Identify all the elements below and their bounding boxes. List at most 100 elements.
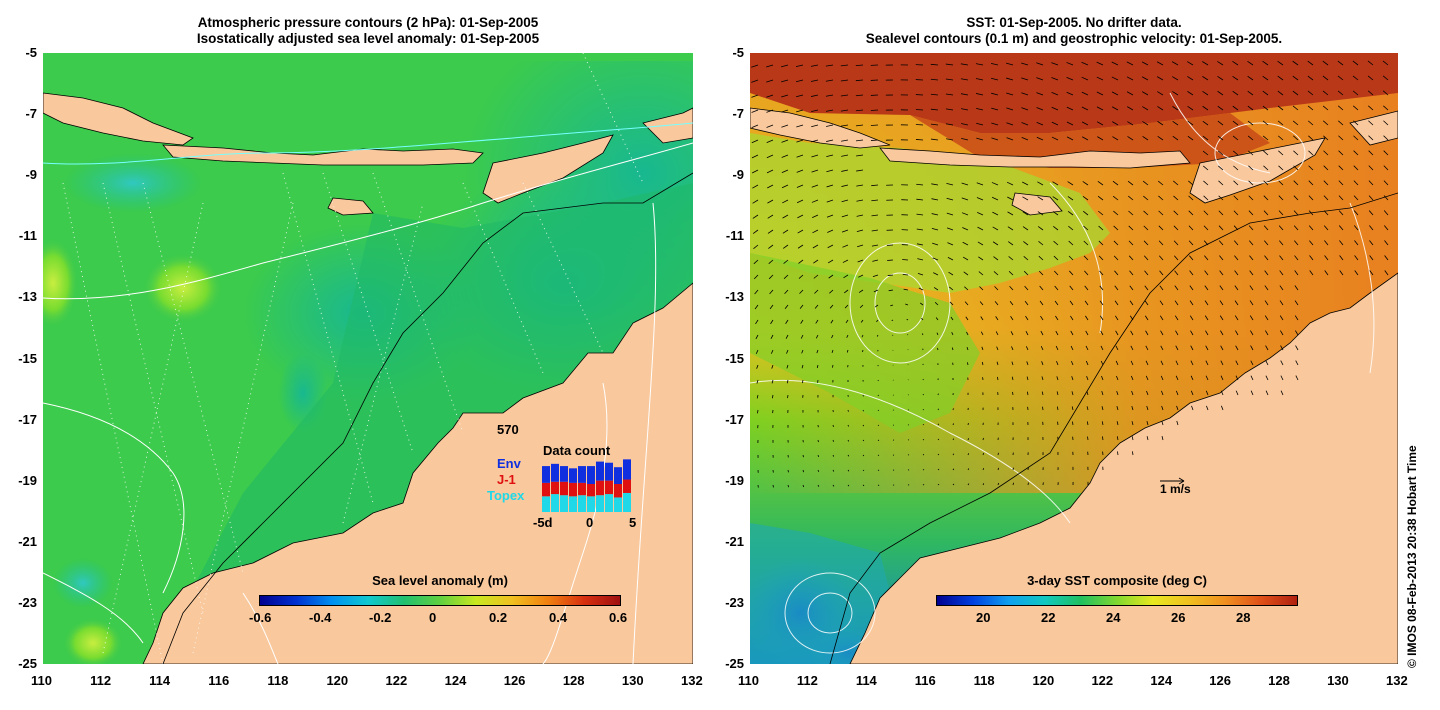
velocity-arrow <box>1009 300 1014 306</box>
velocity-arrow <box>1096 76 1104 81</box>
velocity-arrow <box>871 244 879 247</box>
velocity-arrow <box>1056 406 1059 411</box>
velocity-arrow <box>1384 270 1389 276</box>
velocity-arrow <box>977 211 984 216</box>
velocity-arrow <box>979 286 984 291</box>
velocity-arrow <box>917 258 924 261</box>
velocity-arrow <box>952 468 955 471</box>
velocity-arrow <box>1128 195 1134 201</box>
velocity-arrow <box>1157 91 1164 96</box>
velocity-arrow <box>844 304 849 309</box>
left-x-tick: 112 <box>90 673 112 688</box>
velocity-arrow <box>1160 360 1164 366</box>
velocity-arrow <box>1277 75 1284 81</box>
velocity-arrow <box>1172 135 1179 141</box>
velocity-arrow <box>965 316 969 321</box>
velocity-arrow <box>1203 225 1209 231</box>
velocity-arrow <box>1294 255 1299 261</box>
velocity-arrow <box>858 289 864 293</box>
velocity-arrow <box>847 484 850 487</box>
velocity-arrow <box>952 438 955 441</box>
data-count-bar-env <box>560 466 568 482</box>
velocity-arrow <box>1051 62 1059 66</box>
data-count-xtick-start: -5d <box>533 515 553 530</box>
velocity-arrow <box>1247 135 1254 141</box>
right-x-tick: 116 <box>914 673 936 688</box>
velocity-arrow <box>1071 360 1074 366</box>
velocity-arrow <box>981 361 984 366</box>
velocity-arrow <box>945 93 954 96</box>
velocity-arrow <box>1295 375 1299 381</box>
data-count-bar-j1 <box>614 484 622 498</box>
velocity-arrow <box>1189 270 1194 276</box>
velocity-arrow <box>1026 391 1029 396</box>
left-title: Atmospheric pressure contours (2 hPa): 0… <box>43 15 693 47</box>
velocity-arrow <box>1036 107 1044 111</box>
velocity-arrow <box>1248 150 1254 156</box>
velocity-arrow <box>1353 180 1359 186</box>
velocity-arrow <box>877 409 879 412</box>
velocity-arrow <box>1081 106 1089 111</box>
right-y-tick: -23 <box>725 594 744 610</box>
velocity-arrow <box>1023 270 1029 276</box>
velocity-arrow <box>937 438 940 441</box>
velocity-arrow <box>1187 135 1194 141</box>
velocity-arrow <box>754 289 759 295</box>
velocity-arrow <box>1100 330 1104 336</box>
velocity-arrow <box>952 423 954 426</box>
velocity-arrow <box>1085 315 1089 321</box>
velocity-arrow <box>1292 120 1299 126</box>
velocity-arrow <box>1187 76 1194 81</box>
velocity-arrow <box>945 78 954 81</box>
velocity-arrow <box>830 319 834 324</box>
velocity-arrow <box>1131 405 1134 411</box>
velocity-arrow <box>811 154 819 158</box>
velocity-arrow <box>756 364 759 369</box>
velocity-arrow <box>961 182 969 186</box>
velocity-arrow <box>861 334 864 338</box>
velocity-arrow <box>827 229 834 233</box>
velocity-arrow <box>1278 210 1284 216</box>
velocity-arrow <box>1309 255 1314 261</box>
velocity-arrow <box>782 214 789 219</box>
velocity-arrow <box>752 229 759 234</box>
velocity-arrow <box>817 454 819 458</box>
velocity-arrow <box>856 214 864 217</box>
velocity-arrow <box>992 211 999 216</box>
velocity-arrow <box>1264 285 1269 291</box>
velocity-arrow <box>1338 195 1344 201</box>
velocity-arrow <box>877 424 880 426</box>
left-y-tick: -19 <box>18 472 37 488</box>
velocity-arrow <box>1187 120 1194 126</box>
velocity-arrow <box>945 108 954 111</box>
velocity-arrow <box>1220 375 1224 381</box>
velocity-arrow <box>964 301 969 306</box>
velocity-arrow <box>976 107 984 111</box>
velocity-arrow <box>845 319 849 324</box>
velocity-arrow <box>1367 75 1374 81</box>
velocity-arrow <box>825 94 834 97</box>
velocity-arrow <box>1172 91 1179 96</box>
velocity-arrow <box>1006 181 1014 186</box>
velocity-arrow <box>1217 61 1224 66</box>
velocity-arrow <box>991 122 999 126</box>
velocity-arrow <box>1264 315 1269 321</box>
velocity-arrow <box>1248 180 1254 186</box>
velocity-arrow <box>870 124 879 126</box>
velocity-arrow <box>1339 270 1344 276</box>
velocity-scale-arrow <box>1160 477 1185 485</box>
velocity-arrow <box>1249 315 1254 321</box>
velocity-arrow <box>1234 285 1239 291</box>
velocity-arrow <box>1176 405 1179 411</box>
velocity-arrow <box>1054 300 1059 306</box>
velocity-arrow <box>960 108 969 111</box>
velocity-arrow <box>826 199 834 203</box>
velocity-arrow <box>796 109 804 113</box>
velocity-arrow <box>945 63 954 66</box>
velocity-arrow <box>1188 225 1194 231</box>
velocity-arrow <box>921 317 924 321</box>
velocity-arrow <box>782 199 789 204</box>
velocity-arrow <box>797 214 804 219</box>
velocity-arrow <box>1293 165 1299 171</box>
velocity-arrow <box>1188 210 1194 216</box>
